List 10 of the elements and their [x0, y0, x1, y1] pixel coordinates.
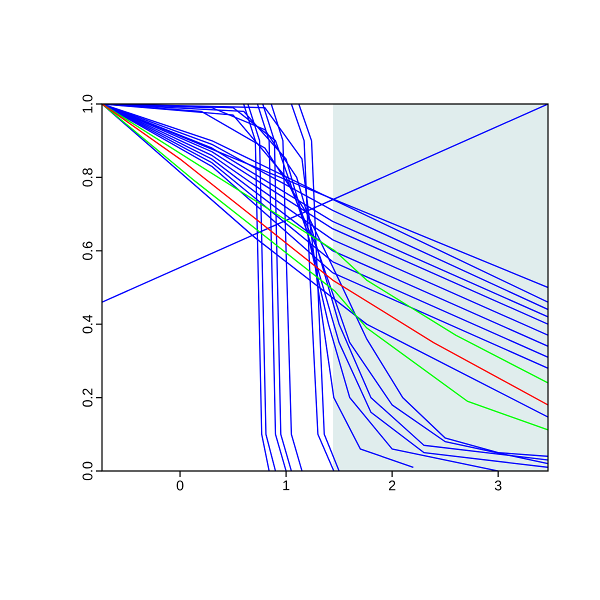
y-tick-label: 0.6	[82, 242, 92, 260]
y-tick-label: 1.0	[82, 94, 92, 113]
y-tick-label: 0.4	[82, 314, 92, 334]
y-tick-label: 0.2	[82, 388, 92, 407]
x-tick-label: 0	[176, 480, 184, 490]
x-tick-label: 2	[388, 480, 396, 490]
x-tick-label: 1	[283, 480, 290, 490]
y-tick-label: 0.0	[82, 462, 92, 480]
x-tick-label: 3	[494, 480, 502, 490]
y-tick-label: 0.8	[82, 168, 92, 187]
